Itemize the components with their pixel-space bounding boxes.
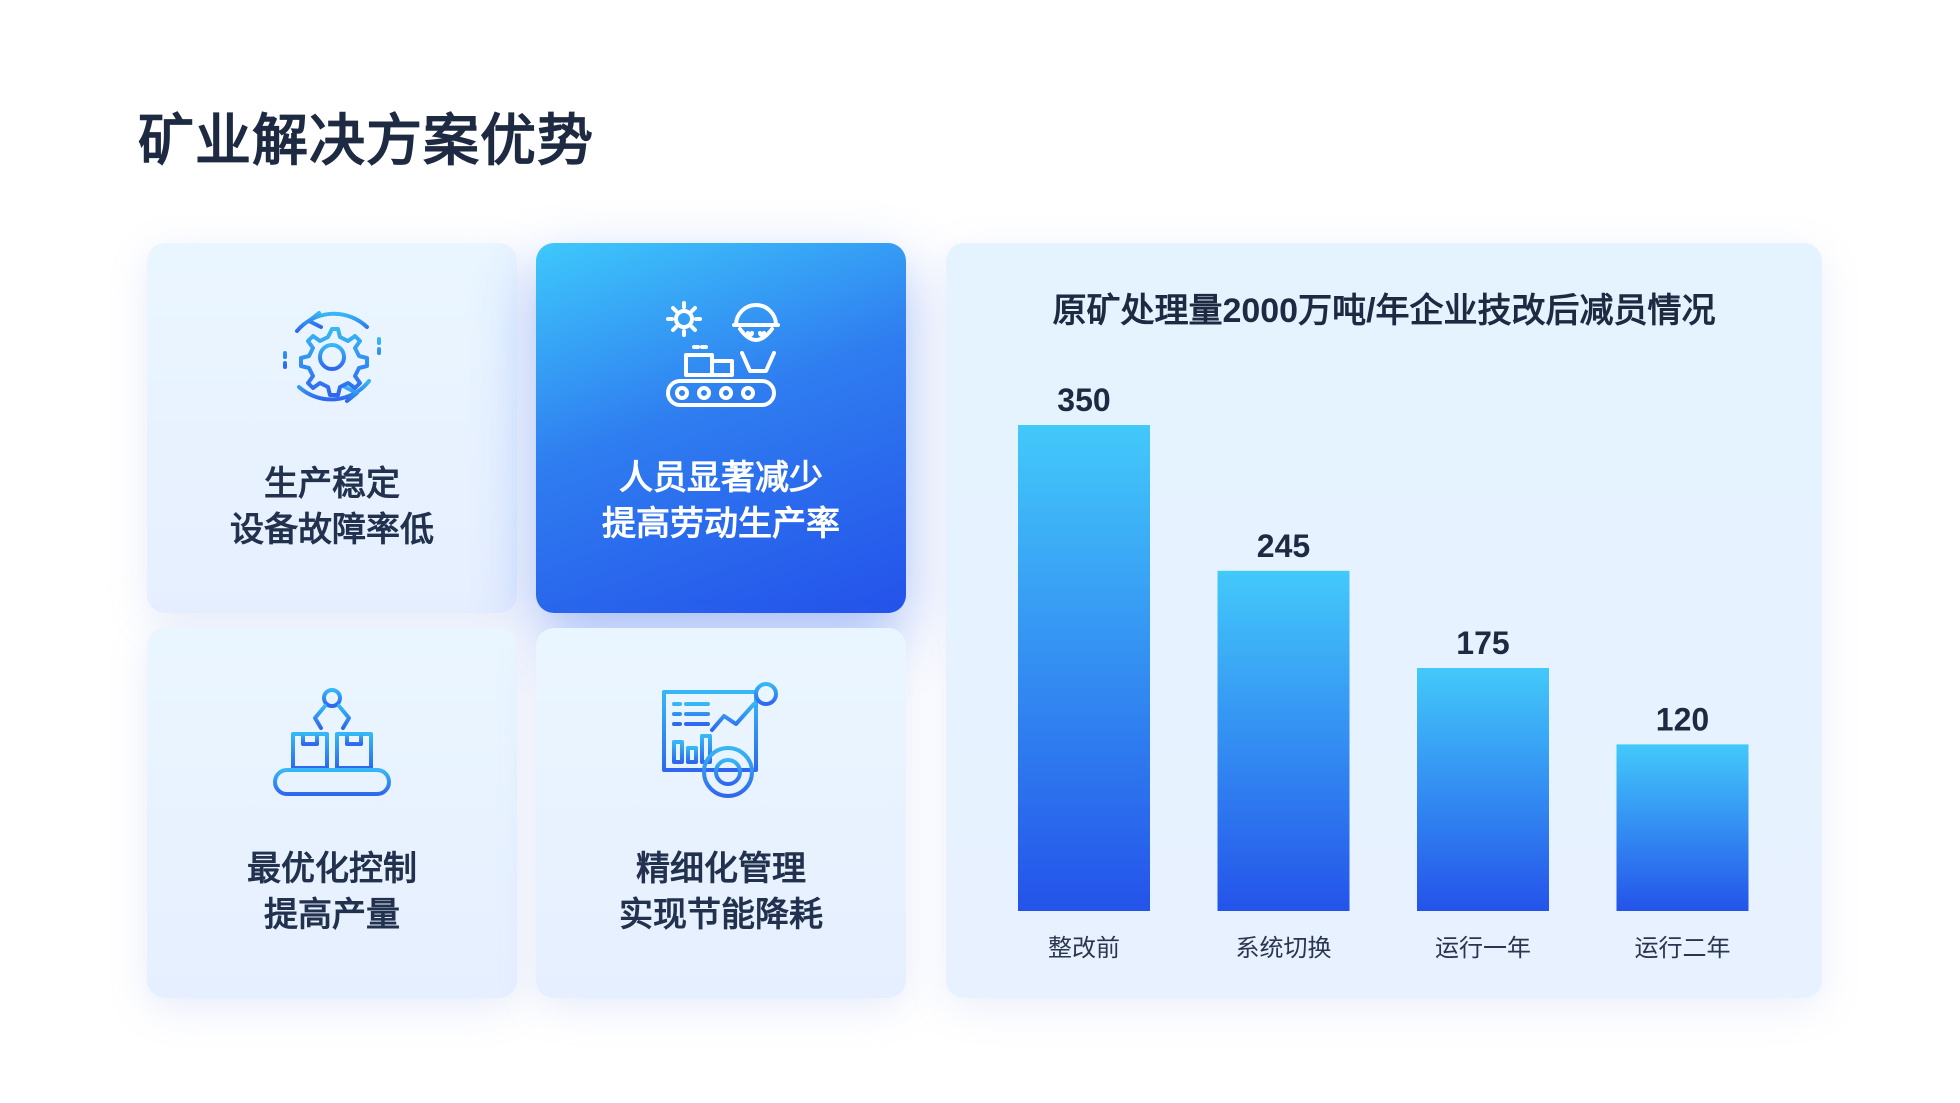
x-tick-label: 运行二年 — [1635, 935, 1731, 962]
card-subtitle: 设备故障率低 — [230, 511, 434, 549]
chart-title: 原矿处理量2000万吨/年企业技改后减员情况 — [1052, 292, 1716, 330]
data-label: 175 — [1456, 625, 1509, 661]
dashboard-analytics-icon — [656, 676, 786, 806]
data-label: 245 — [1257, 528, 1310, 564]
bar — [1217, 570, 1350, 911]
card-title: 人员显著减少 — [619, 459, 823, 497]
gear-cycle-icon — [267, 291, 397, 421]
page-title: 矿业解决方案优势 — [138, 109, 594, 172]
x-tick-label: 运行一年 — [1435, 935, 1531, 962]
robot-arm-conveyor-icon — [267, 676, 397, 806]
feature-card-optimized-control[interactable]: 最优化控制 提高产量 — [147, 628, 517, 998]
feature-card-refined-management[interactable]: 精细化管理 实现节能降耗 — [536, 628, 906, 998]
worker-conveyor-icon — [656, 291, 786, 421]
card-subtitle: 提高劳动生产率 — [602, 505, 840, 543]
x-tick-label: 整改前 — [1048, 935, 1120, 962]
data-label: 120 — [1656, 701, 1709, 737]
chart-panel: 原矿处理量2000万吨/年企业技改后减员情况 350 整改前 245 系统切换 175 运… — [946, 243, 1822, 998]
card-subtitle: 提高产量 — [264, 896, 400, 934]
bar — [1417, 668, 1549, 911]
bar — [1616, 744, 1749, 911]
bar — [1018, 425, 1150, 911]
card-title: 精细化管理 — [636, 850, 806, 888]
x-tick-label: 系统切换 — [1236, 935, 1332, 962]
card-title: 最优化控制 — [247, 850, 417, 888]
card-subtitle: 实现节能降耗 — [619, 896, 823, 934]
card-title: 生产稳定 — [264, 465, 400, 503]
bar-chart: 350 整改前 245 系统切换 175 运行一年 120 运行二年 — [1018, 382, 1749, 962]
feature-card-staff-reduction[interactable]: 人员显著减少 提高劳动生产率 — [536, 243, 906, 613]
data-label: 350 — [1057, 382, 1110, 418]
feature-card-stability[interactable]: 生产稳定 设备故障率低 — [147, 243, 517, 613]
